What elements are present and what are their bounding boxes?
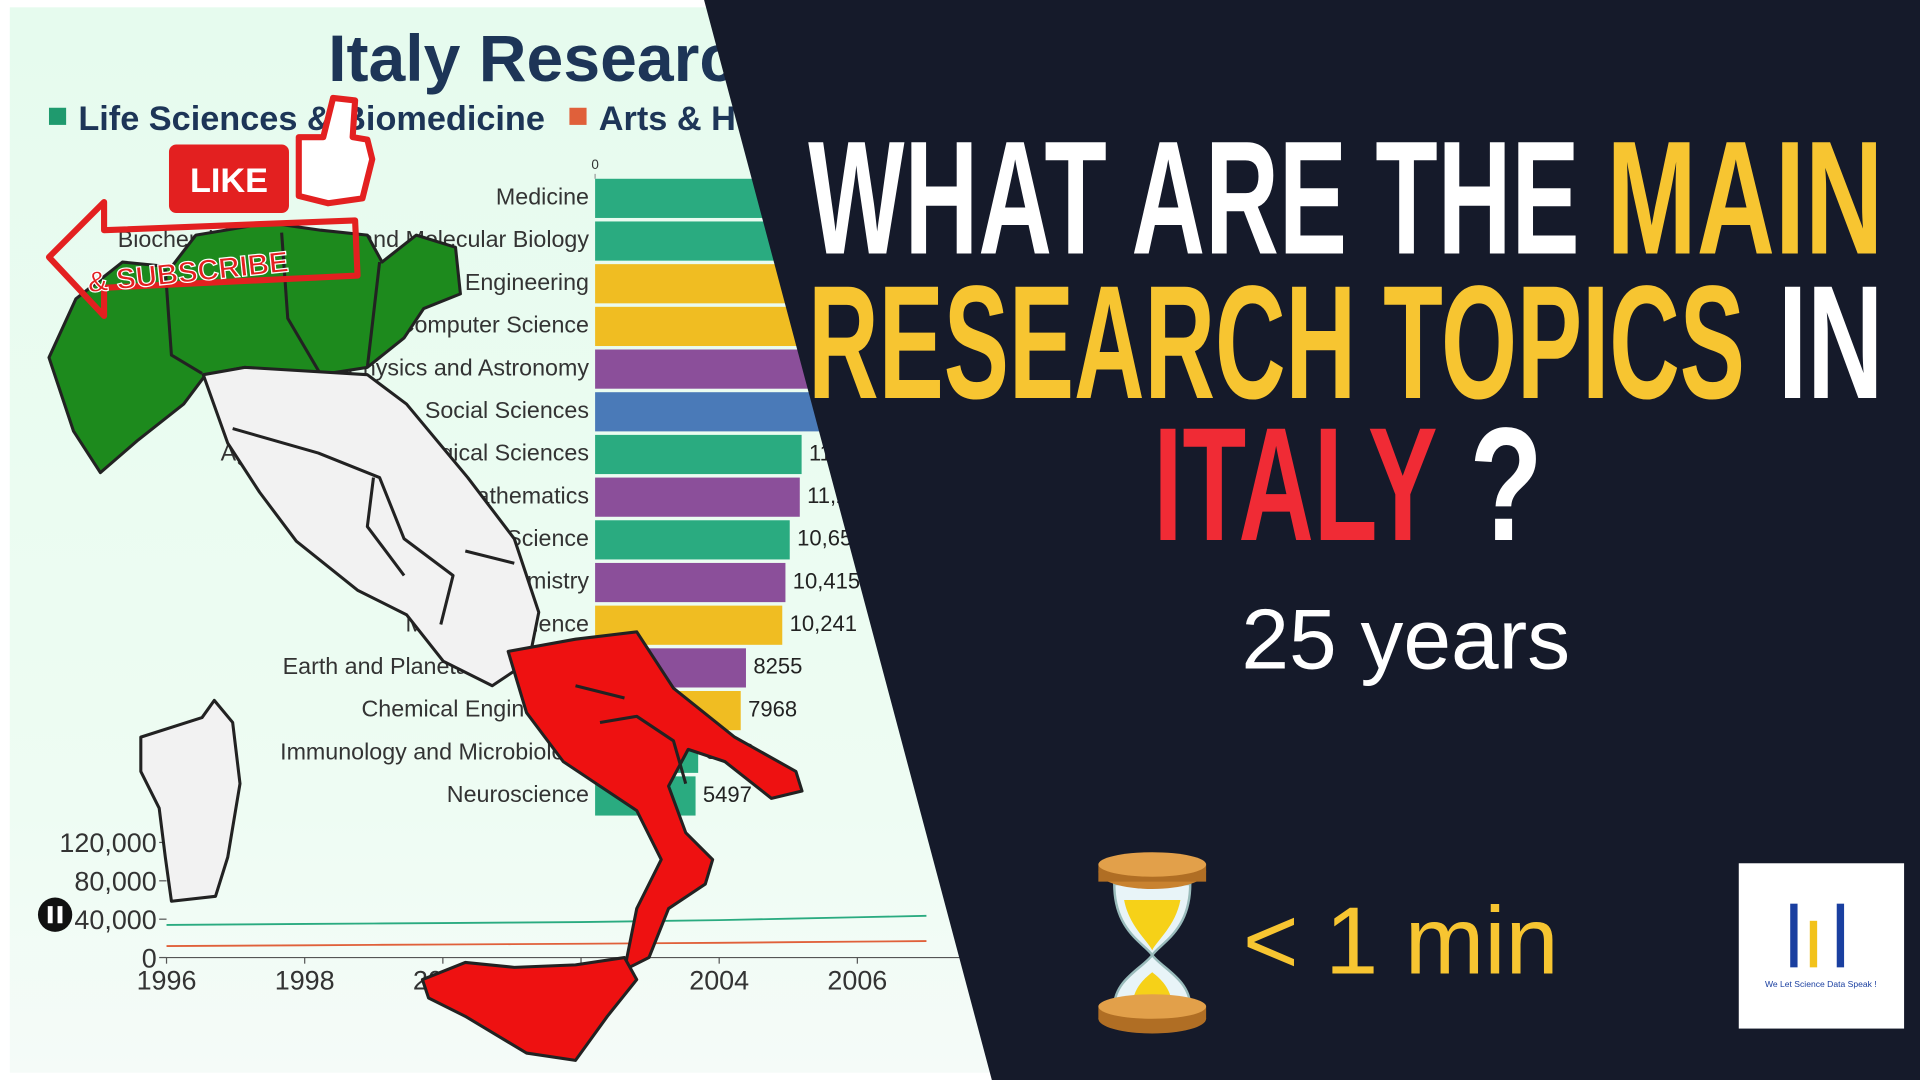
bar [595,392,820,432]
bar [595,349,811,389]
line [166,914,927,926]
south-borders [575,684,688,785]
bar-label: Neuroscience [447,781,589,807]
like-text: LIKE [190,162,268,200]
bar-label: Computer Science [398,312,589,338]
value-label: 7968 [748,696,797,721]
region-borders [163,232,382,376]
x-tick-label: 1996 [137,965,197,995]
headline-text: IN [1778,253,1883,433]
channel-logo: We Let Science Data Speak ! [1738,863,1905,1029]
thumb-icon [295,94,376,207]
headline-highlight: MAIN [1607,108,1884,288]
duration: 25 years [1241,592,1570,688]
bar-label: Social Sciences [425,397,589,423]
pause-button[interactable] [37,897,73,932]
central-borders [232,427,515,625]
headline-text: WHAT ARE THE [808,108,1579,288]
logo-tagline: We Let Science Data Speak ! [1765,979,1877,989]
legend-swatch [569,107,587,125]
chart-title: Italy Research [328,22,776,96]
legend-label: Life Sciences & Biomedicine [78,100,545,138]
x-tick-label: 2004 [689,965,749,995]
bar [595,520,790,560]
y-tick-label: 0 [142,943,157,973]
bar-label: Engineering [465,269,589,295]
bar-label: Medicine [496,184,589,210]
y-tick-label: 80,000 [74,867,156,897]
bar [595,477,800,517]
bar [595,562,786,603]
x-tick-label: 1998 [275,965,335,995]
south-region [506,630,804,972]
sardinia [139,698,242,903]
y-tick-label: 120,000 [59,828,156,858]
value-label: 10,241 [790,611,857,636]
central-region [201,365,541,688]
bar-label: Physics and Astronomy [347,354,589,380]
value-label: 5497 [703,782,752,807]
like-box [168,144,289,214]
legend-swatch [48,107,67,125]
x-tick-label: 0 [591,157,598,172]
line [166,940,927,947]
headline-country: ITALY [1153,395,1437,575]
headline-text: ? [1469,395,1542,575]
bar [595,434,802,475]
subscribe-arrow [45,198,361,319]
value-label: 10,415 [793,568,860,593]
bar-label: Immunology and Microbiology [280,738,589,764]
y-tick-label: 40,000 [74,905,156,935]
x-tick-label: 2006 [827,965,887,995]
value-label: 8255 [753,654,802,679]
watch-time: < 1 min [1243,888,1559,994]
hourglass-icon [1098,852,1207,1034]
sicily [420,956,639,1062]
dark-panel [704,0,1920,1080]
headline-highlight: RESEARCH TOPICS [808,253,1745,433]
